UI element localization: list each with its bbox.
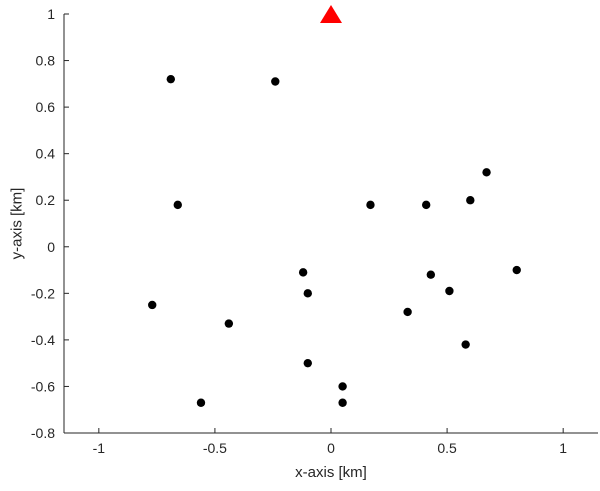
data-point: [482, 168, 491, 177]
data-point: [338, 382, 347, 391]
data-point: [166, 74, 175, 84]
x-tick-label: -1: [93, 440, 106, 456]
data-point: [303, 289, 312, 298]
y-tick-label: -0.8: [31, 425, 55, 441]
data-point: [445, 286, 454, 296]
x-axis-title: x-axis [km]: [295, 464, 367, 481]
x-tick-label: -0.5: [203, 440, 227, 456]
y-tick-label: 0.8: [36, 53, 56, 69]
data-point: [421, 200, 431, 210]
data-point: [403, 307, 412, 317]
y-axis-title: y-axis [km]: [8, 188, 25, 260]
y-tick-label: 0.4: [36, 146, 56, 162]
data-points: [148, 5, 521, 407]
data-point: [426, 270, 436, 279]
axes: [63, 14, 598, 434]
data-point: [512, 265, 521, 275]
data-point: [148, 300, 157, 310]
y-tick-label: -0.6: [31, 378, 55, 394]
y-tick-label: 0.2: [36, 192, 56, 208]
y-tick-label: -0.4: [31, 332, 55, 348]
data-point: [224, 319, 234, 328]
y-tick-label: 0.6: [36, 99, 56, 115]
y-tick-label: -0.2: [31, 285, 55, 301]
x-tick-label: 0: [327, 440, 335, 456]
data-point: [461, 340, 470, 349]
data-point: [466, 196, 475, 205]
x-tick-label: 0.5: [437, 440, 457, 456]
y-tick-label: 0: [47, 239, 55, 255]
data-point: [298, 268, 308, 277]
triangle-marker: [320, 5, 342, 23]
ticks: -1 -0.5 0 0.5 1 -0.8 -0.6 -0.4 -0.2 0 0.2 0.4 0.6 0.8…: [31, 6, 567, 456]
data-point: [303, 358, 312, 368]
data-point: [196, 398, 206, 407]
data-point: [271, 77, 280, 86]
x-tick-label: 1: [559, 440, 567, 456]
y-tick-label: 1: [47, 6, 55, 22]
data-point: [338, 398, 347, 407]
data-point: [173, 200, 182, 210]
data-point: [366, 200, 375, 210]
